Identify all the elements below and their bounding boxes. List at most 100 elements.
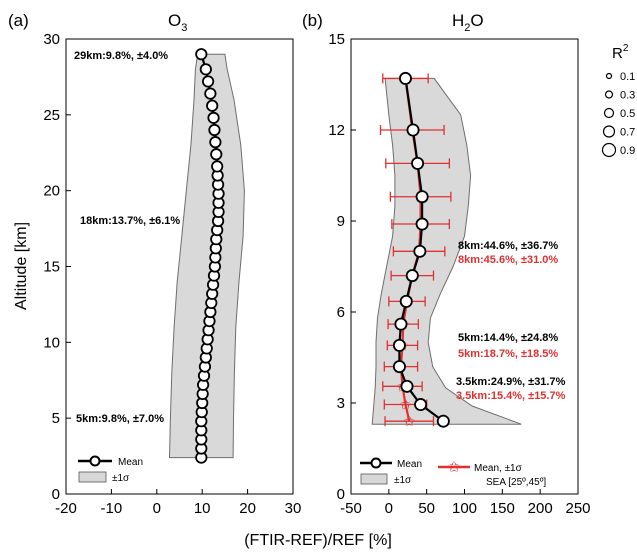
mean-point	[195, 48, 208, 61]
annotation-5km-sea: 5km:18.7%, ±18.5%	[458, 348, 558, 360]
panel-b-title: H2O	[452, 11, 484, 34]
y-tick-label: 3	[337, 395, 345, 412]
mean-point	[415, 217, 429, 231]
x-tick-label: -10	[101, 500, 123, 517]
x-tick-label: 250	[565, 500, 590, 517]
r2-legend-title: R2	[612, 43, 629, 62]
sigma-band	[168, 53, 245, 459]
x-tick-label: 100	[452, 500, 477, 517]
x-tick-label: -20	[55, 500, 77, 517]
mean-point	[406, 123, 420, 137]
r2-size-legend: R2 0.1 0.3 0.5 0.7 0.9	[601, 43, 635, 158]
legend-sea-region: SEA [25º,45º]	[486, 477, 546, 488]
mean-point	[414, 398, 428, 412]
mean-point	[206, 99, 219, 112]
mean-point	[202, 75, 215, 88]
y-tick-label: 25	[43, 107, 60, 124]
y-tick-label: 0	[52, 486, 60, 503]
r2-legend-value: 0.5	[620, 108, 635, 120]
r2-legend-marker	[601, 142, 617, 158]
legend-band-swatch	[360, 473, 388, 485]
annotation-18km: 18km:13.7%, ±6.1%	[80, 215, 180, 227]
mean-point	[210, 148, 223, 161]
legend-sea-label: Mean, ±1σ	[474, 463, 523, 474]
y-tick-label: 5	[52, 410, 60, 427]
panel-a-label: (a)	[8, 11, 29, 30]
legend-band-label: ±1σ	[394, 475, 412, 486]
x-tick-label: 0	[385, 500, 393, 517]
legend-sea-star-icon: ✩	[448, 459, 461, 476]
legend-mean-label: Mean	[118, 457, 143, 468]
x-tick-label: 0	[153, 500, 161, 517]
mean-point	[399, 294, 413, 308]
legend: Mean ±1σ ✩ Mean, ±1σ SEA [25º,45º]	[360, 457, 546, 488]
r2-legend-items: 0.1 0.3 0.5 0.7 0.9	[601, 71, 635, 158]
annotation-5km-all: 5km:14.4%, ±24.8%	[458, 332, 558, 344]
r2-legend-value: 0.9	[620, 145, 635, 157]
annotation-5km: 5km:9.8%, ±7.0%	[76, 413, 164, 425]
y-tick-label: 12	[328, 122, 345, 139]
y-axis-title: Altitude [km]	[13, 222, 30, 310]
panel-o3: (a) O3 -20 -10 0 10 20 30 0 5 10 15 20 25 30 Altitud…	[8, 11, 301, 517]
mean-point	[400, 379, 414, 393]
legend: Mean ±1σ	[78, 455, 143, 484]
x-tick-label: 200	[528, 500, 553, 517]
mean-point	[405, 269, 419, 283]
y-tick-label: 10	[43, 334, 60, 351]
x-tick-label: -50	[340, 500, 362, 517]
x-tick-label: 150	[490, 500, 515, 517]
legend-mean-label: Mean	[397, 459, 422, 470]
mean-point	[398, 71, 412, 85]
y-tick-label: 9	[337, 213, 345, 230]
series-layer	[392, 71, 450, 428]
y-tick-label: 30	[43, 31, 60, 48]
mean-point	[199, 63, 212, 76]
r2-legend-value: 0.3	[620, 90, 635, 102]
mean-point	[436, 414, 450, 428]
legend-mean-marker	[370, 457, 382, 469]
mean-point	[413, 244, 427, 258]
axes-layer: -20 -10 0 10 20 30 0 5 10 15 20 25 30	[43, 31, 301, 517]
panel-b-label: (b)	[302, 11, 323, 30]
x-tick-label: 50	[418, 500, 435, 517]
y-tick-label: 15	[328, 31, 345, 48]
mean-point	[208, 123, 221, 137]
r2-legend-marker	[605, 72, 613, 80]
r2-legend-marker	[603, 107, 615, 119]
y-tick-label: 20	[43, 183, 60, 200]
sea-star-marker: ✩	[403, 413, 415, 429]
sea-star-marker: ✩	[400, 397, 412, 413]
mean-point	[392, 338, 406, 352]
mean-point	[411, 156, 425, 170]
y-tick-label: 15	[43, 259, 60, 276]
annotation-8km-sea: 8km:45.6%, ±31.0%	[458, 254, 558, 266]
legend-band-swatch	[78, 471, 107, 483]
x-axis-title: (FTIR-REF)/REF [%]	[244, 532, 392, 549]
sigma-band	[371, 77, 522, 425]
x-tick-label: 30	[285, 500, 302, 517]
band-layer	[371, 77, 522, 425]
annotation-8km-all: 8km:44.6%, ±36.7%	[458, 240, 558, 252]
mean-point	[209, 136, 222, 149]
annotation-3p5km-sea: 3.5km:15.4%, ±15.7%	[456, 390, 566, 402]
band-layer	[168, 53, 245, 459]
mean-point	[207, 111, 220, 124]
mean-point	[415, 190, 429, 204]
mean-point	[392, 360, 406, 374]
series-layer	[195, 48, 225, 464]
r2-legend-marker	[604, 90, 614, 99]
legend-band-label: ±1σ	[112, 473, 130, 484]
mean-point	[204, 87, 217, 100]
panel-h2o: (b) H2O ✩✩✩✩✩✩✩✩✩✩✩✩✩✩ -5005010015020025…	[302, 11, 591, 517]
mean-point	[394, 317, 408, 331]
y-tick-label: 0	[337, 486, 345, 503]
r2-legend-marker	[602, 125, 616, 138]
r2-legend-value: 0.1	[620, 71, 635, 83]
annotation-29km: 29km:9.8%, ±4.0%	[74, 50, 168, 62]
legend-mean-marker	[89, 455, 101, 467]
x-tick-label: 20	[239, 500, 256, 517]
mean-point	[211, 160, 224, 173]
y-tick-label: 6	[337, 304, 345, 321]
